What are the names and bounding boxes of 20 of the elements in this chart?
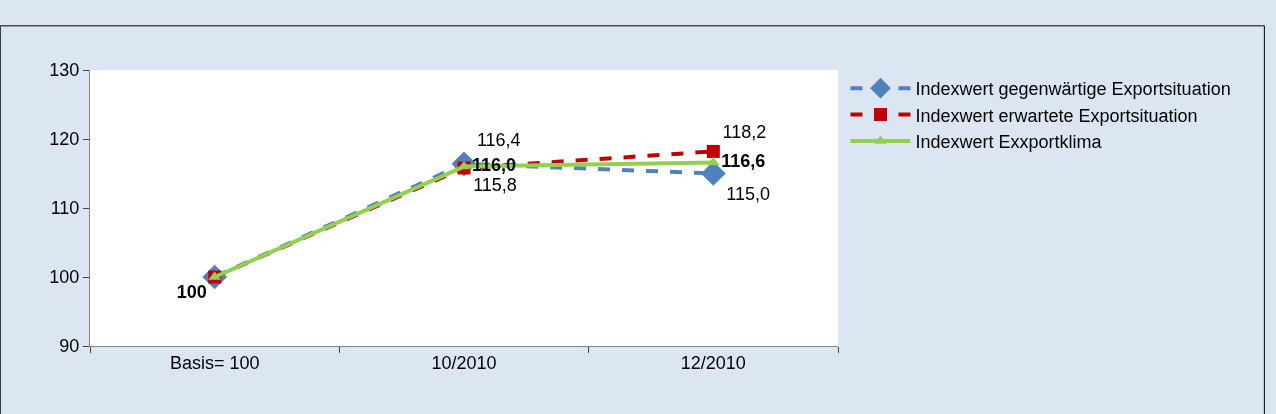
- legend-label: Indexwert gegenwärtige Exportsituation: [915, 79, 1231, 100]
- data-label: 116,6: [721, 150, 766, 171]
- data-label: 115,0: [726, 183, 770, 204]
- y-tick-label: 90: [59, 336, 80, 357]
- data-label: 116,4: [476, 130, 521, 151]
- y-tick-label: 100: [49, 267, 80, 288]
- x-tick-label: Basis= 100: [169, 352, 260, 373]
- y-tick-label: 110: [50, 198, 80, 219]
- data-label: 115,8: [473, 174, 517, 195]
- point: [706, 144, 720, 158]
- data-label: 116,0: [471, 155, 516, 176]
- legend-label: Indexwert Exxportklima: [915, 132, 1103, 153]
- y-tick-label: 130: [49, 60, 80, 81]
- x-tick-label: 12/2010: [680, 352, 746, 373]
- y-tick-label: 120: [49, 129, 80, 150]
- legend-label: Indexwert erwartete Exportsituation: [915, 105, 1198, 126]
- point: [706, 156, 720, 166]
- data-label: 118,2: [722, 121, 767, 142]
- x-tick-label: 10/2010: [431, 352, 497, 373]
- data-label: 100: [176, 282, 207, 303]
